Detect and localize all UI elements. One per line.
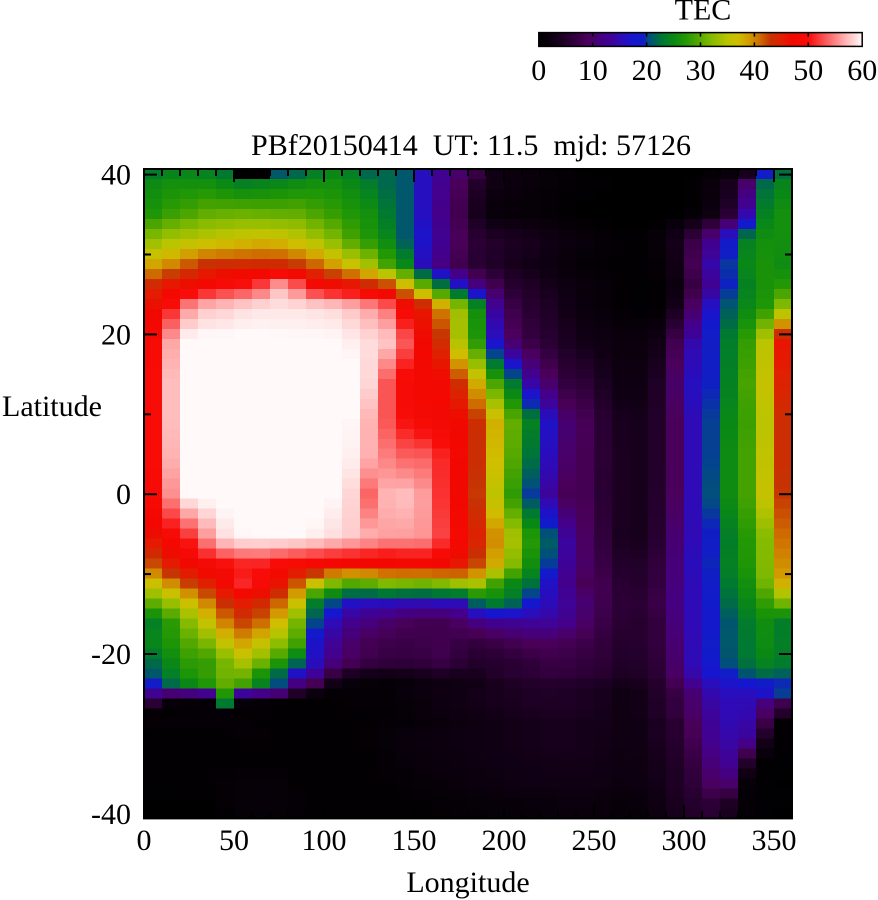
svg-text:Latitude: Latitude [2,390,102,423]
svg-text:0: 0 [137,824,152,857]
svg-text:300: 300 [662,824,707,857]
svg-text:60: 60 [847,54,877,87]
svg-text:0: 0 [116,478,131,511]
svg-text:Longitude: Longitude [406,866,529,899]
svg-text:0: 0 [531,54,546,87]
svg-text:350: 350 [752,824,797,857]
svg-text:10: 10 [578,54,608,87]
svg-text:100: 100 [302,824,347,857]
svg-text:-20: -20 [91,638,131,671]
svg-text:20: 20 [101,318,131,351]
svg-text:20: 20 [632,54,662,87]
svg-text:40: 40 [101,159,131,192]
svg-text:150: 150 [392,824,437,857]
svg-text:30: 30 [686,54,716,87]
svg-text:50: 50 [793,54,823,87]
svg-text:TEC: TEC [675,0,732,27]
svg-text:250: 250 [572,824,617,857]
svg-text:PBf20150414 UT: 11.5 mjd: 57: PBf20150414 UT: 11.5 mjd: 57126 [251,129,691,162]
svg-text:50: 50 [219,824,249,857]
svg-text:-40: -40 [91,798,131,831]
svg-text:40: 40 [739,54,769,87]
svg-text:200: 200 [482,824,527,857]
